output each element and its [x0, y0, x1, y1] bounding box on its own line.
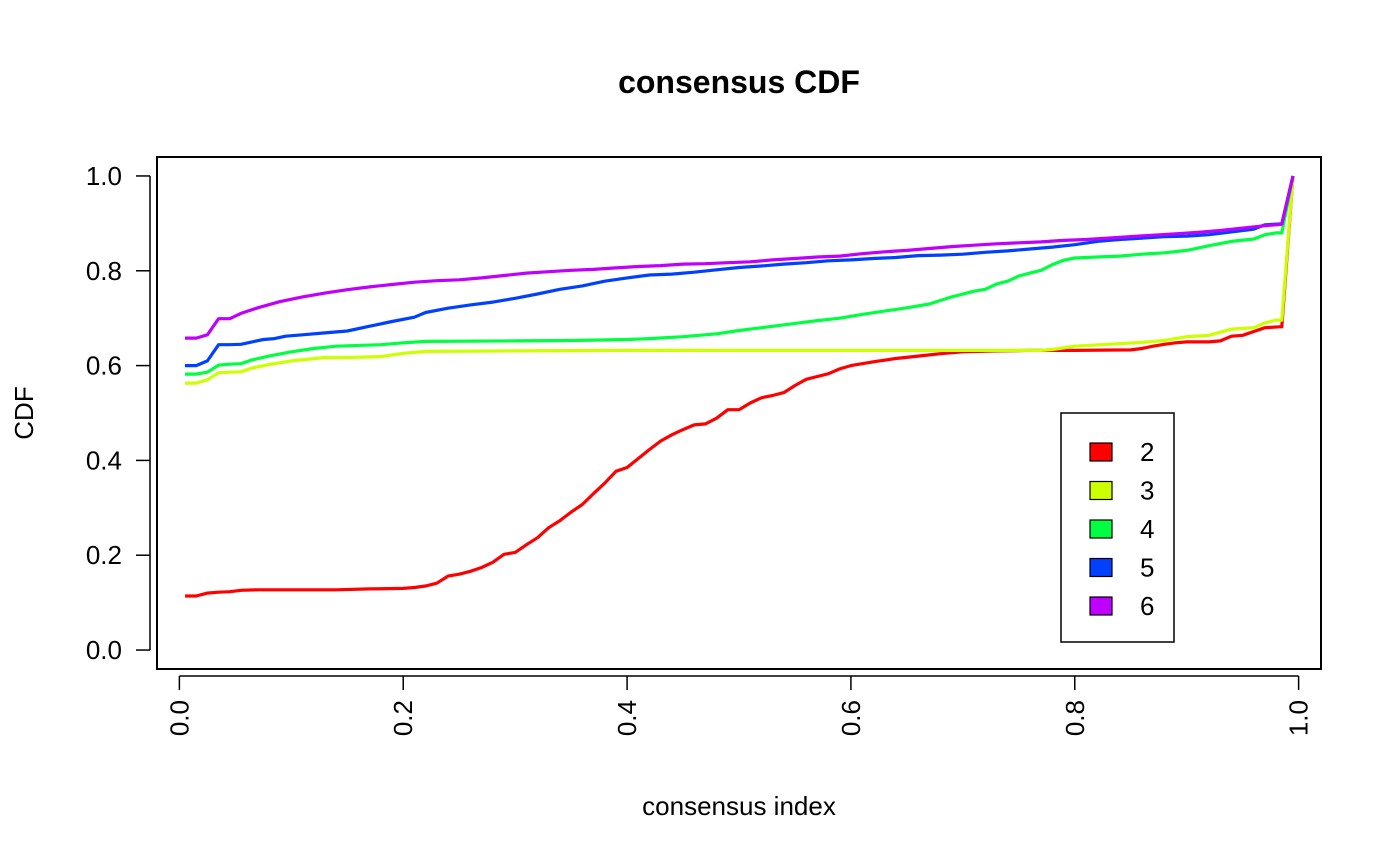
y-tick-label: 0.4 [86, 445, 122, 475]
x-tick-label: 0.8 [1060, 700, 1090, 736]
chart-title: consensus CDF [618, 64, 860, 100]
legend-label-5: 5 [1140, 553, 1154, 583]
legend-swatch-2 [1089, 442, 1113, 462]
legend-swatch-5 [1089, 557, 1113, 578]
x-tick-label: 0.6 [836, 700, 866, 736]
series-line-3 [185, 175, 1295, 385]
x-tick-label: 0.4 [612, 700, 642, 736]
series-line-6 [185, 175, 1295, 340]
y-tick-label: 0.6 [86, 351, 122, 381]
y-tick-label: 0.2 [86, 540, 122, 570]
legend: 2 3 4 5 6 [1060, 412, 1175, 643]
x-tick-label: 1.0 [1284, 700, 1314, 736]
plot-frame [156, 156, 1322, 670]
y-tick-label: 0.0 [86, 635, 122, 665]
x-axis: 0.0 0.2 0.4 0.6 0.8 1.0 [164, 675, 1314, 736]
legend-label-4: 4 [1140, 514, 1154, 544]
legend-items: 2 3 4 5 6 [1089, 437, 1154, 621]
series-lines [185, 175, 1295, 598]
series-line-5 [185, 175, 1295, 368]
legend-label-2: 2 [1140, 437, 1154, 467]
y-tick-label: 0.8 [86, 256, 122, 286]
x-tick-label: 0.2 [388, 700, 418, 736]
legend-swatch-6 [1089, 596, 1113, 616]
legend-swatch-3 [1089, 480, 1113, 501]
y-axis-label: CDF [9, 386, 39, 439]
legend-label-6: 6 [1140, 591, 1154, 621]
series-line-4 [185, 175, 1295, 376]
y-axis: 0.0 0.2 0.4 0.6 0.8 1.0 [86, 161, 151, 665]
legend-label-3: 3 [1140, 476, 1154, 506]
series-line-2 [185, 175, 1295, 598]
x-axis-label: consensus index [642, 791, 836, 821]
legend-swatch-4 [1089, 519, 1113, 539]
y-tick-label: 1.0 [86, 161, 122, 191]
legend-box [1060, 412, 1175, 643]
x-tick-label: 0.0 [164, 700, 194, 736]
